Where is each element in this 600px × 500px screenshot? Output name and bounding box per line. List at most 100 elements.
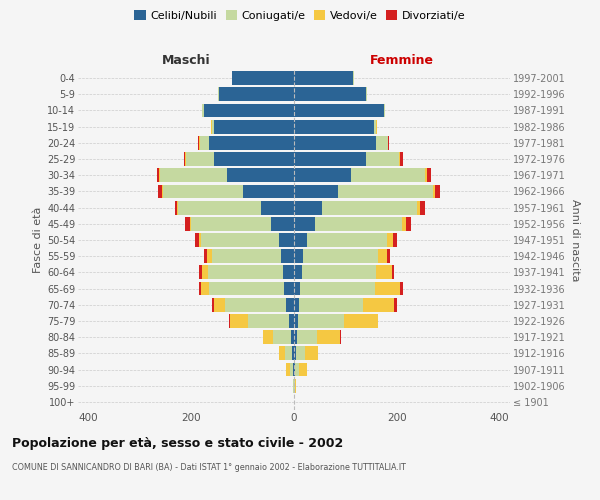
Bar (278, 346, 285, 360)
Bar (175, 200, 177, 214)
Bar (375, 282, 400, 296)
Bar (292, 346, 294, 360)
Bar (278, 233, 294, 247)
Bar (284, 282, 294, 296)
Bar (274, 330, 292, 344)
Text: Popolazione per età, sesso e stato civile - 2002: Popolazione per età, sesso e stato civil… (12, 438, 343, 450)
Bar (376, 266, 392, 280)
Bar (303, 250, 378, 263)
Bar (294, 314, 298, 328)
Bar (218, 88, 220, 101)
Bar (295, 362, 299, 376)
Bar (294, 362, 295, 376)
Bar (159, 168, 160, 182)
Bar (185, 152, 186, 166)
Bar (294, 217, 314, 230)
Bar (294, 200, 322, 214)
Bar (294, 250, 303, 263)
Bar (202, 233, 278, 247)
Bar (202, 266, 208, 280)
Legend: Celibi/Nubili, Coniugati/e, Vedovi/e, Divorziati/e: Celibi/Nubili, Coniugati/e, Vedovi/e, Di… (132, 8, 468, 23)
Bar (435, 184, 440, 198)
Bar (214, 152, 294, 166)
Bar (294, 266, 302, 280)
Bar (190, 217, 191, 230)
Bar (285, 346, 292, 360)
Bar (209, 282, 284, 296)
Bar (384, 104, 385, 118)
Bar (283, 266, 294, 280)
Bar (400, 152, 403, 166)
Bar (294, 136, 376, 149)
Bar (294, 346, 296, 360)
Bar (425, 168, 427, 182)
Bar (294, 168, 350, 182)
Bar (338, 184, 433, 198)
Bar (292, 330, 294, 344)
Bar (157, 168, 159, 182)
Bar (191, 217, 271, 230)
Bar (350, 168, 425, 182)
Bar (212, 298, 214, 312)
Bar (199, 233, 202, 247)
Bar (160, 168, 227, 182)
Bar (298, 314, 344, 328)
Bar (286, 362, 290, 376)
Bar (220, 88, 294, 101)
Bar (178, 200, 260, 214)
Bar (200, 136, 209, 149)
Bar (199, 266, 202, 280)
Bar (214, 298, 224, 312)
Bar (400, 282, 403, 296)
Bar (260, 200, 294, 214)
Bar (378, 250, 387, 263)
Bar (209, 136, 294, 149)
Bar (393, 233, 397, 247)
Bar (177, 200, 178, 214)
Bar (299, 362, 307, 376)
Bar (204, 104, 294, 118)
Bar (227, 168, 294, 182)
Bar (294, 71, 353, 85)
Bar (427, 168, 431, 182)
Bar (202, 282, 209, 296)
Bar (294, 233, 307, 247)
Bar (204, 250, 206, 263)
Bar (302, 266, 376, 280)
Bar (294, 88, 366, 101)
Bar (185, 217, 190, 230)
Bar (433, 184, 435, 198)
Bar (322, 200, 418, 214)
Bar (195, 233, 199, 247)
Bar (289, 314, 294, 328)
Bar (263, 330, 274, 344)
Bar (294, 104, 384, 118)
Bar (366, 88, 367, 101)
Bar (392, 266, 394, 280)
Bar (296, 330, 317, 344)
Bar (314, 217, 402, 230)
Bar (290, 362, 293, 376)
Bar (294, 298, 299, 312)
Bar (230, 314, 248, 328)
Y-axis label: Fasce di età: Fasce di età (32, 207, 43, 273)
Bar (406, 217, 411, 230)
Bar (296, 346, 305, 360)
Bar (242, 184, 294, 198)
Bar (294, 282, 300, 296)
Bar (294, 330, 296, 344)
Text: Femmine: Femmine (370, 54, 434, 67)
Bar (299, 298, 364, 312)
Bar (294, 184, 338, 198)
Bar (300, 282, 375, 296)
Bar (317, 330, 340, 344)
Bar (224, 298, 286, 312)
Bar (307, 233, 386, 247)
Bar (162, 184, 163, 198)
Text: Maschi: Maschi (161, 54, 211, 67)
Bar (418, 200, 420, 214)
Bar (420, 200, 425, 214)
Bar (344, 314, 378, 328)
Bar (294, 152, 366, 166)
Bar (286, 298, 294, 312)
